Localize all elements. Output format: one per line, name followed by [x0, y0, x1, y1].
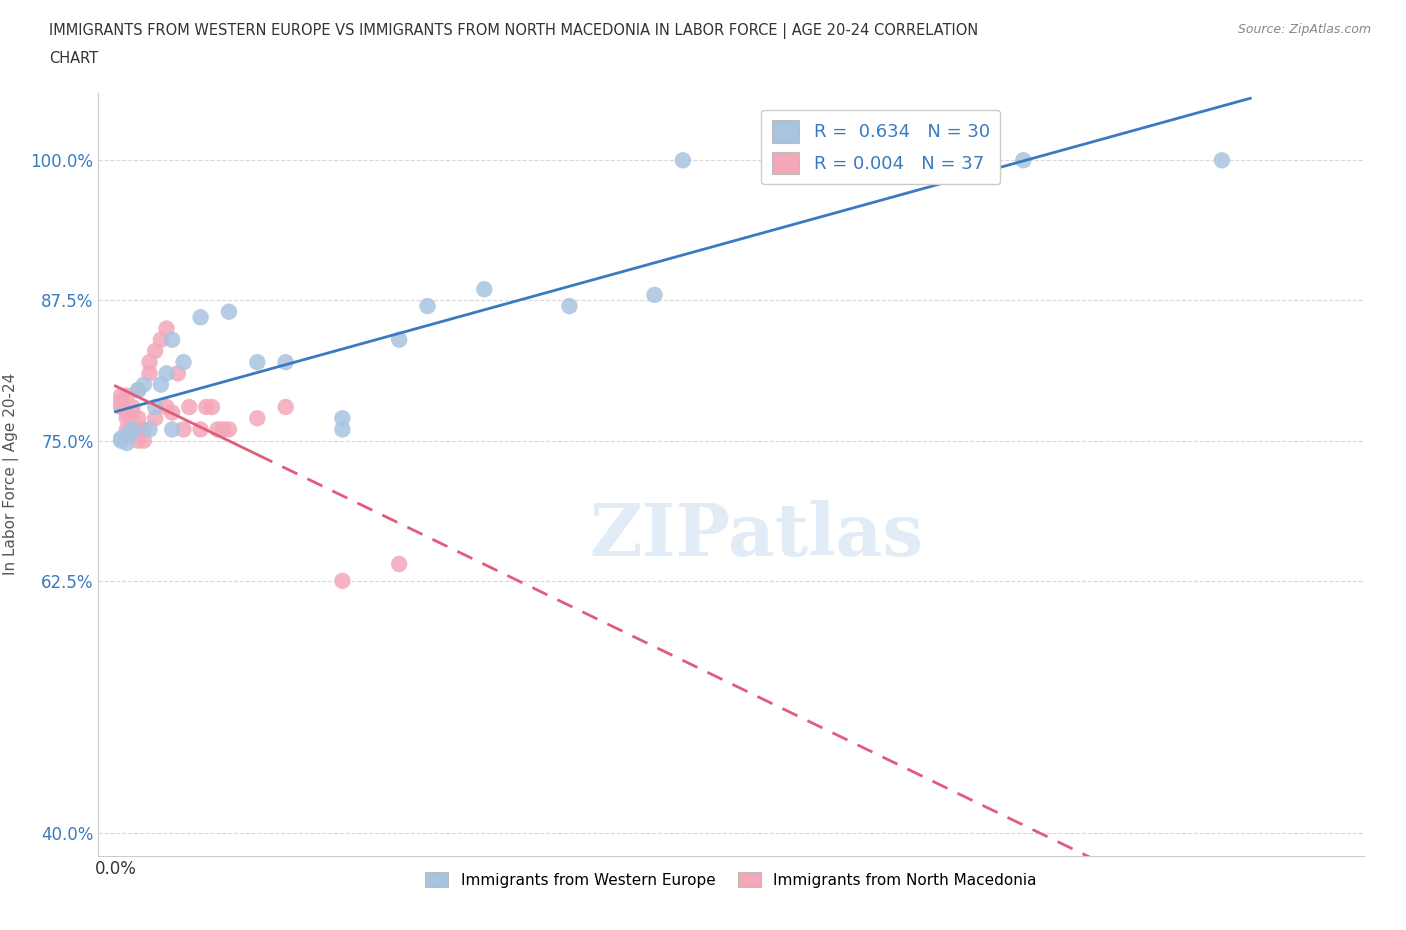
Point	[558, 299, 581, 313]
Point	[149, 332, 172, 347]
Point	[190, 310, 212, 325]
Point	[388, 332, 411, 347]
Point	[160, 332, 183, 347]
Point	[1211, 153, 1233, 167]
Point	[110, 389, 132, 404]
Point	[207, 422, 229, 437]
Text: Source: ZipAtlas.com: Source: ZipAtlas.com	[1237, 23, 1371, 36]
Point	[121, 422, 143, 437]
Point	[138, 422, 160, 437]
Point	[138, 354, 160, 369]
Text: ZIPatlas: ZIPatlas	[589, 499, 924, 571]
Point	[132, 433, 155, 448]
Point	[115, 435, 138, 450]
Point	[472, 282, 495, 297]
Point	[155, 400, 177, 415]
Point	[195, 400, 218, 415]
Y-axis label: In Labor Force | Age 20-24: In Labor Force | Age 20-24	[3, 373, 20, 576]
Point	[155, 365, 177, 380]
Point	[332, 422, 354, 437]
Point	[246, 411, 269, 426]
Point	[127, 383, 149, 398]
Point	[842, 153, 865, 167]
Point	[143, 411, 166, 426]
Point	[110, 394, 132, 409]
Point	[212, 422, 235, 437]
Point	[201, 400, 224, 415]
Point	[110, 433, 132, 448]
Point	[127, 433, 149, 448]
Point	[132, 422, 155, 437]
Point	[127, 383, 149, 398]
Point	[274, 354, 297, 369]
Point	[173, 354, 195, 369]
Point	[416, 299, 439, 313]
Point	[149, 378, 172, 392]
Point	[143, 400, 166, 415]
Point	[121, 405, 143, 420]
Point	[121, 400, 143, 415]
Point	[1012, 153, 1035, 167]
Point	[121, 422, 143, 437]
Point	[274, 400, 297, 415]
Point	[179, 400, 201, 415]
Point	[115, 389, 138, 404]
Point	[138, 365, 160, 380]
Text: IMMIGRANTS FROM WESTERN EUROPE VS IMMIGRANTS FROM NORTH MACEDONIA IN LABOR FORCE: IMMIGRANTS FROM WESTERN EUROPE VS IMMIGR…	[49, 23, 979, 39]
Point	[246, 354, 269, 369]
Point	[110, 400, 132, 415]
Point	[218, 304, 240, 319]
Point	[167, 365, 190, 380]
Point	[644, 287, 666, 302]
Point	[110, 431, 132, 445]
Point	[160, 405, 183, 420]
Point	[127, 411, 149, 426]
Point	[132, 378, 155, 392]
Text: CHART: CHART	[49, 51, 98, 66]
Point	[155, 321, 177, 336]
Point	[115, 411, 138, 426]
Point	[127, 422, 149, 437]
Point	[332, 411, 354, 426]
Legend: Immigrants from Western Europe, Immigrants from North Macedonia: Immigrants from Western Europe, Immigran…	[419, 866, 1043, 894]
Point	[388, 556, 411, 571]
Point	[115, 422, 138, 437]
Point	[218, 422, 240, 437]
Point	[121, 424, 143, 439]
Point	[332, 574, 354, 589]
Point	[160, 422, 183, 437]
Point	[173, 422, 195, 437]
Point	[115, 405, 138, 420]
Point	[115, 428, 138, 443]
Point	[143, 343, 166, 358]
Point	[672, 153, 695, 167]
Point	[190, 422, 212, 437]
